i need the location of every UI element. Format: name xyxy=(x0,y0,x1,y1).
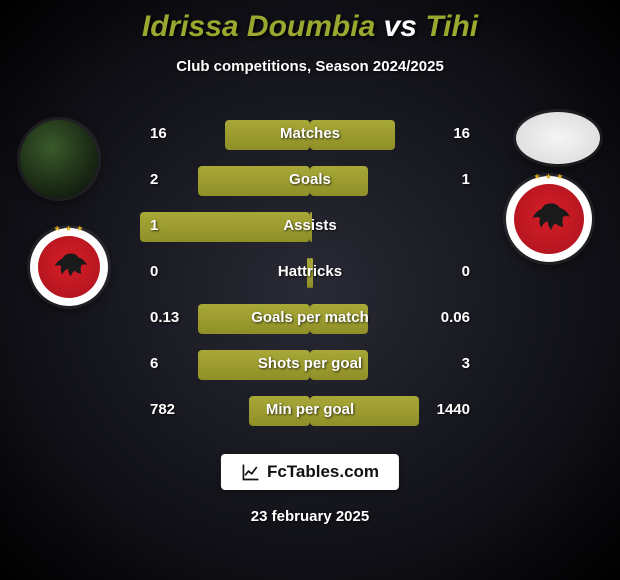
stat-label: Min per goal xyxy=(140,401,480,418)
stat-value-right: 1440 xyxy=(437,401,470,418)
stats-panel: Matches1616Goals21Assists1Hattricks00Goa… xyxy=(140,120,480,442)
stat-value-left: 6 xyxy=(150,355,158,372)
player2-club-crest: ★ ★ ★ xyxy=(506,176,592,262)
stat-row: Min per goal782 1440 xyxy=(140,396,480,426)
player1-club-crest: ★ ★ ★ xyxy=(30,228,108,306)
stat-value-left: 1 xyxy=(150,217,158,234)
stat-label: Hattricks xyxy=(140,263,480,280)
subtitle: Club competitions, Season 2024/2025 xyxy=(0,58,620,75)
stat-value-left: 0.13 xyxy=(150,309,179,326)
player2-photo xyxy=(516,112,600,164)
eagle-icon xyxy=(50,248,88,286)
stat-label: Shots per goal xyxy=(140,355,480,372)
stat-value-right: 0 xyxy=(462,263,470,280)
stat-row: Shots per goal6 3 xyxy=(140,350,480,380)
source-logo: FcTables.com xyxy=(221,454,399,490)
chart-icon xyxy=(241,462,261,482)
stat-label: Matches xyxy=(140,125,480,142)
stat-value-left: 16 xyxy=(150,125,167,142)
player2-name: Tihi xyxy=(425,10,478,43)
stat-value-left: 2 xyxy=(150,171,158,188)
player1-photo xyxy=(20,120,98,198)
stat-row: Matches16 16 xyxy=(140,120,480,150)
eagle-icon xyxy=(527,197,571,241)
vs-label: vs xyxy=(384,10,417,43)
stat-label: Goals xyxy=(140,171,480,188)
stat-value-right: 3 xyxy=(462,355,470,372)
player1-name: Idrissa Doumbia xyxy=(142,10,375,43)
date-text: 23 february 2025 xyxy=(0,508,620,525)
stat-value-right: 0.06 xyxy=(441,309,470,326)
stat-row: Goals2 1 xyxy=(140,166,480,196)
logo-text: FcTables.com xyxy=(267,462,379,482)
stat-row: Goals per match0.13 0.06 xyxy=(140,304,480,334)
stat-row: Hattricks0 0 xyxy=(140,258,480,288)
stat-value-right: 16 xyxy=(453,125,470,142)
stat-value-left: 0 xyxy=(150,263,158,280)
crest-stars-icon: ★ ★ ★ xyxy=(534,172,565,181)
stat-label: Goals per match xyxy=(140,309,480,326)
crest-stars-icon: ★ ★ ★ xyxy=(54,224,85,233)
stat-value-right: 1 xyxy=(462,171,470,188)
stat-label: Assists xyxy=(140,217,480,234)
stat-row: Assists1 xyxy=(140,212,480,242)
comparison-title: Idrissa Doumbia vs Tihi xyxy=(0,0,620,44)
stat-value-left: 782 xyxy=(150,401,175,418)
